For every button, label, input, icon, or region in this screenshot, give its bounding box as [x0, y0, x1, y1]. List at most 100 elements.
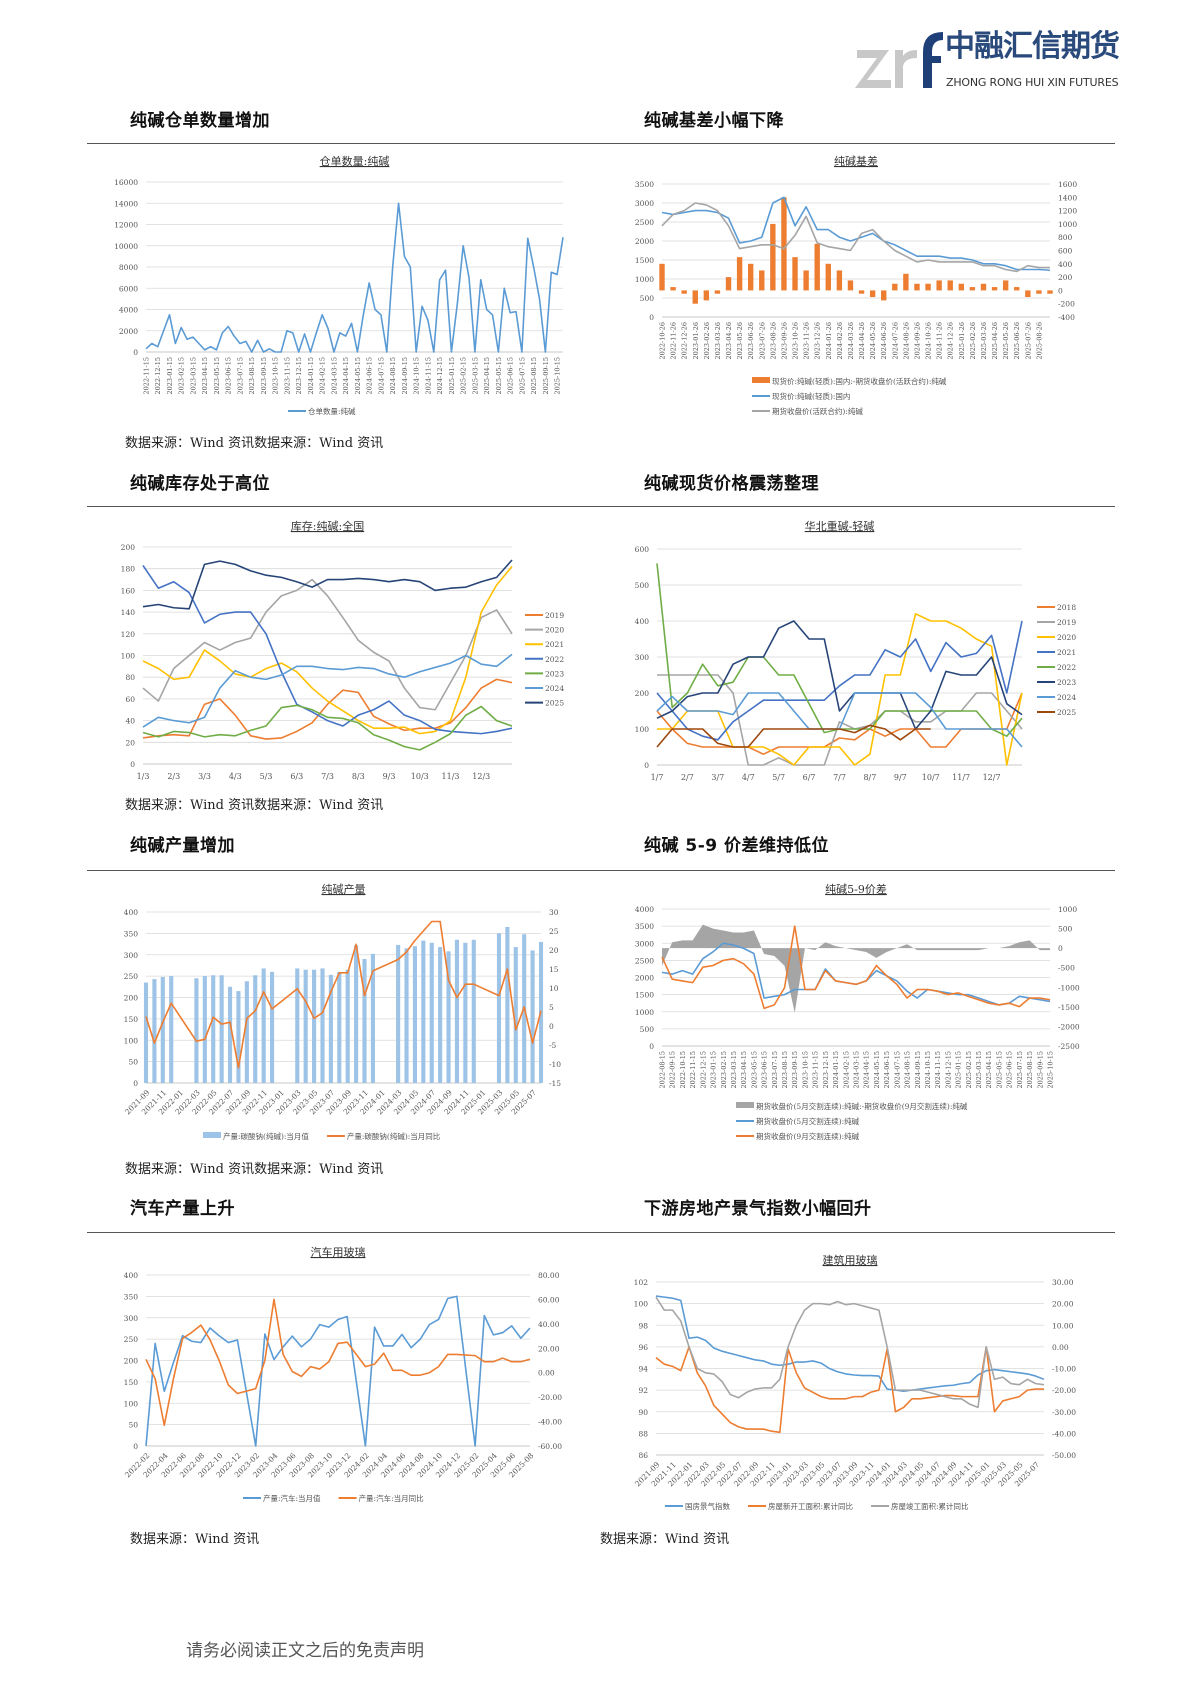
bar: [936, 280, 942, 291]
x-tick-label: 10/7: [922, 773, 940, 782]
bar: [253, 975, 258, 1083]
y-left-tick-label: 94: [638, 1365, 648, 1374]
y-right-tick-label: 0.00: [1052, 1343, 1069, 1352]
line-series-1: [142, 578, 513, 711]
legend-label: 2019: [545, 611, 564, 620]
x-tick-label: 2023-04-26: [725, 322, 733, 359]
x-tick-label: 2024-02-26: [836, 322, 844, 359]
x-tick-label: 2022-09-15: [669, 1051, 677, 1088]
y-left-tick-label: 2500: [635, 956, 654, 965]
y-right-tick-label: -30.00: [1052, 1408, 1076, 1417]
logo-english-name: ZHONG RONG HUI XIN FUTURES: [946, 76, 1119, 89]
chart-output: 纯碱产量 0 50 100 150 200 250 300 350 400 -15 -10 -5 0 5 10…: [123, 882, 561, 1141]
bar: [438, 947, 443, 1083]
x-tick-label: 2023-12-26: [814, 322, 822, 359]
y-left-tick-label: 100: [634, 1300, 649, 1309]
line-series-4: [142, 704, 513, 751]
x-tick-label: 2023-08-15: [781, 1051, 789, 1088]
section-divider: [87, 1232, 1115, 1233]
y-left-tick-label: 1000: [635, 275, 654, 284]
y-left-tick-label: 60: [125, 695, 135, 704]
bar: [219, 975, 224, 1083]
y-right-tick-label: 20: [549, 946, 559, 955]
y-left-tick-label: 14000: [114, 199, 138, 208]
section-title-warehouse-receipts: 纯碱仓单数量增加: [130, 111, 270, 131]
y-left-tick-label: 4000: [635, 905, 654, 914]
bar: [143, 982, 149, 1083]
y-left-tick-label: 400: [124, 908, 139, 917]
x-tick-label: 2025-04-15: [483, 357, 491, 394]
bar: [1014, 287, 1020, 291]
y-left-tick-label: 500: [640, 294, 655, 303]
x-tick-label: 2024-04-15: [342, 357, 350, 394]
y-left-tick-label: 10000: [114, 242, 138, 251]
x-tick-label: 2024-08-26: [902, 322, 910, 359]
x-tick-label: 2022-10-26: [659, 322, 667, 359]
y-left-tick-label: 200: [124, 1357, 139, 1366]
x-tick-label: 2022-11-15: [143, 357, 151, 394]
x-tick-label: 5/3: [260, 772, 273, 781]
line-series-0: [142, 678, 513, 740]
y-left-tick-label: 92: [638, 1386, 648, 1395]
legend-label: 2019: [1057, 618, 1076, 627]
line-series-1: [661, 942, 1051, 1006]
x-tick-label: 2025-03-15: [975, 1051, 983, 1088]
x-tick-label: 3/7: [711, 773, 724, 782]
x-tick-label: 2024-03-15: [330, 357, 338, 394]
x-tick-label: 2025-04-26: [991, 322, 999, 359]
x-tick-label: 2024-12-15: [944, 1051, 952, 1088]
legend-label: 产量:碳酸钠(纯碱):当月值: [223, 1131, 309, 1141]
y-left-tick-label: 350: [124, 929, 139, 938]
x-tick-label: 2023-07-26: [758, 322, 766, 359]
x-tick-label: 2025-04-15: [985, 1051, 993, 1088]
legend-label: 2022: [545, 655, 564, 664]
x-tick-label: 12/7: [983, 773, 1001, 782]
y-right-tick-label: 20.00: [1052, 1300, 1074, 1309]
x-tick-label: 2023-06-15: [761, 1051, 769, 1088]
zrf-logo-mark: [855, 32, 943, 88]
section-title-spot-price: 纯碱现货价格震荡整理: [644, 474, 819, 494]
y-left-tick-label: 2500: [635, 218, 654, 227]
x-tick-label: 9/3: [383, 772, 396, 781]
line-series-0: [655, 1295, 1045, 1393]
y-left-tick-label: 50: [128, 1058, 138, 1067]
legend-label: 国房景气指数: [685, 1501, 730, 1511]
legend-item: 国房景气指数: [665, 1501, 730, 1511]
x-tick-label: 2025-06-26: [1013, 322, 1021, 359]
x-tick-label: 9/7: [894, 773, 907, 782]
x-tick-label: 2024-09-26: [913, 322, 921, 359]
bar: [429, 942, 434, 1083]
x-tick-label: 2025-03-15: [471, 357, 479, 394]
bar: [396, 944, 401, 1083]
bar: [947, 280, 953, 291]
y-left-tick-label: 6000: [119, 284, 138, 293]
x-tick-label: 11/7: [952, 773, 970, 782]
chart-basis: 纯碱基差0500100015002000250030003500-400-200…: [635, 154, 1077, 416]
bar: [463, 942, 468, 1083]
legend-item: 2022: [1037, 663, 1076, 672]
x-tick-label: 2023-08-26: [769, 322, 777, 359]
x-tick-label: 2022-08-15: [659, 1051, 667, 1088]
bar: [362, 959, 367, 1083]
bar: [670, 287, 676, 291]
bar: [261, 968, 266, 1083]
chart-inventory: 库存:纯碱:全国 0 20 40 60 80 100 120 140 160 180 200 1/3 2/…: [121, 519, 565, 781]
x-tick-label: 5/7: [772, 773, 785, 782]
legend-item: 2020: [1037, 633, 1076, 642]
bar: [980, 283, 987, 291]
section-title-inventory: 纯碱库存处于高位: [130, 474, 270, 494]
y-left-tick-label: 300: [124, 951, 139, 960]
y-right-tick-label: -5: [549, 1041, 557, 1050]
x-tick-label: 2024-07-15: [893, 1051, 901, 1088]
bar: [736, 257, 743, 291]
bar: [244, 981, 249, 1083]
y-right-tick-label: -20.00: [1052, 1386, 1076, 1395]
bar: [714, 290, 721, 294]
section-divider: [87, 506, 1115, 507]
y-right-tick-label: 1000: [1058, 220, 1077, 229]
bar: [781, 197, 787, 291]
x-tick-label: 2022-12-26: [681, 322, 689, 359]
y-left-tick-label: 150: [124, 1378, 139, 1387]
x-tick-label: 2024-04-15: [863, 1051, 871, 1088]
x-tick-label: 2025-10-15: [554, 357, 562, 394]
